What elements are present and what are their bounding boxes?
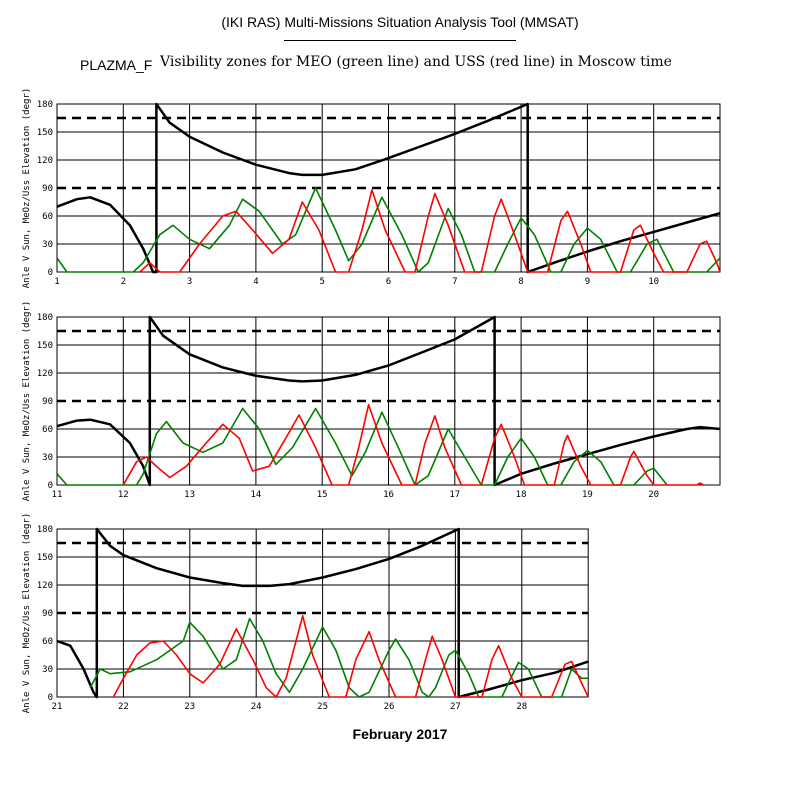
series-line-meo [89,617,589,698]
x-tick-label: 17 [449,490,460,500]
y-tick-label: 0 [48,268,53,278]
x-tick-label: 28 [516,702,527,712]
series-line-uss [122,403,704,486]
x-tick-label: 7 [452,277,457,287]
page-title: (IKI RAS) Multi-Missions Situation Analy… [221,14,579,30]
y-tick-label: 180 [37,100,53,110]
x-tick-label: 18 [516,490,527,500]
x-tick-label: 26 [384,702,395,712]
y-tick-label: 150 [37,553,53,563]
x-tick-label: 16 [383,490,394,500]
x-tick-label: 1 [54,277,59,287]
x-tick-label: 27 [450,702,461,712]
y-tick-label: 0 [48,693,53,703]
x-tick-label: 15 [317,490,328,500]
series-line-sun [57,315,720,487]
plot-frame [56,316,721,486]
x-tick-label: 25 [317,702,328,712]
y-tick-label: 150 [37,341,53,351]
x-tick-label: 8 [518,277,523,287]
chart-subtitle: Visibility zones for MEO (green line) an… [160,54,672,70]
x-tick-label: 6 [386,277,391,287]
object-name: PLAZMA_F [80,57,153,73]
x-tick-label: 10 [648,277,659,287]
x-tick-label: 21 [52,702,63,712]
y-tick-label: 120 [37,156,53,166]
series-line-sun [57,527,589,699]
y-tick-label: 30 [42,453,53,463]
y-axis-label: Anle V Sun, MeOz/Uss Elevation (degr) [22,513,32,713]
x-tick-label: 13 [184,490,195,500]
y-tick-label: 150 [37,128,53,138]
x-tick-label: 3 [187,277,192,287]
y-axis-label: Anle V Sun, MeOz/Uss Elevation (degr) [22,88,32,288]
y-tick-label: 180 [37,313,53,323]
x-tick-label: 2 [121,277,126,287]
y-tick-label: 90 [42,609,53,619]
x-tick-label: 12 [118,490,129,500]
plot-frame [56,103,721,273]
series-line-sun [57,102,720,274]
y-tick-label: 120 [37,581,53,591]
plot-frame [56,528,589,698]
y-tick-label: 180 [37,525,53,535]
series-line-uss [112,615,589,698]
series-line-uss [139,189,720,273]
y-tick-label: 60 [42,212,53,222]
y-axis-label: Anle V Sun, MeOz/Uss Elevation (degr) [22,301,32,501]
y-tick-label: 60 [42,425,53,435]
series-line-meo [57,407,668,486]
y-tick-label: 30 [42,665,53,675]
x-tick-label: 11 [52,490,63,500]
x-tick-label: 5 [319,277,324,287]
x-tick-label: 9 [585,277,590,287]
y-tick-label: 90 [42,184,53,194]
month-label: February 2017 [352,726,448,742]
x-tick-label: 19 [582,490,593,500]
y-tick-label: 0 [48,481,53,491]
x-tick-label: 23 [184,702,195,712]
x-tick-label: 4 [253,277,258,287]
chart-panel-1: 1 2 3 4 5 6 7 8 9 10 0 30 60 90 120 150 180 Anle V Sun, M… [22,88,721,288]
y-tick-label: 30 [42,240,53,250]
y-tick-label: 120 [37,369,53,379]
x-tick-label: 14 [250,490,261,500]
y-tick-label: 90 [42,397,53,407]
y-tick-label: 60 [42,637,53,647]
title-underline [284,40,516,41]
x-tick-label: 22 [118,702,129,712]
x-tick-label: 24 [251,702,262,712]
x-tick-label: 20 [648,490,659,500]
chart-panel-2: 11 12 13 14 15 16 17 18 19 20 0 30 60 90 120 150 180 Anle… [22,301,721,501]
chart-panel-3: 21 22 23 24 25 26 27 28 0 30 60 90 120 150 180 Anle V S… [22,513,589,713]
